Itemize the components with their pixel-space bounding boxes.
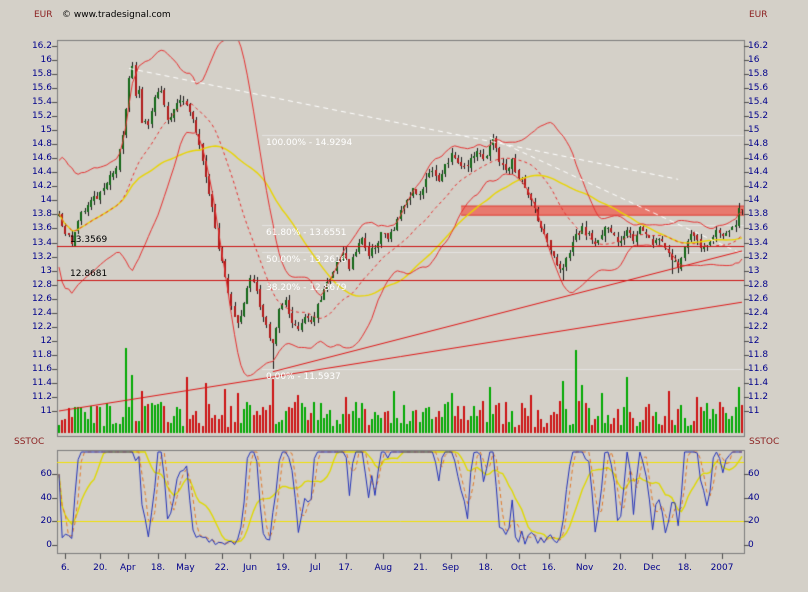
price-axis-label-left: 12	[40, 335, 52, 346]
price-axis-label-right: 16	[748, 55, 760, 66]
price-axis-label-right: 11	[748, 405, 760, 416]
price-axis-label-left: 13	[40, 265, 52, 276]
price-axis-label-left: 11.2	[31, 391, 52, 402]
time-axis-label: 18.	[677, 563, 693, 573]
fib-level-label: 100.00% - 14.9294	[266, 138, 353, 149]
price-axis-label-left: 14.2	[31, 181, 52, 192]
price-axis-label-right: 11.2	[748, 391, 769, 402]
price-axis-label-right: 15.2	[748, 111, 769, 122]
price-axis-label-right: 15.8	[748, 69, 769, 80]
time-axis-label: 18.	[478, 563, 493, 573]
price-axis-label-left: 15.8	[31, 69, 52, 80]
time-axis-label: Aug	[374, 563, 393, 573]
time-axis-label: 21.	[413, 563, 428, 573]
stochastic-axis-label-right: 60	[748, 468, 760, 479]
support-level-label: 13.3569	[70, 234, 108, 245]
price-axis-label-right: 11.8	[748, 349, 769, 360]
price-axis-label-left: 13.6	[31, 223, 52, 234]
price-axis-currency-left: EUR	[34, 10, 53, 20]
price-axis-label-right: 12	[748, 335, 760, 346]
price-axis-label-left: 12.6	[31, 293, 52, 304]
time-axis-label: Dec	[643, 563, 661, 573]
stochastic-axis-label-left: 40	[40, 492, 52, 503]
price-axis-label-left: 14	[40, 195, 52, 206]
price-axis-label-right: 12.2	[748, 321, 769, 332]
stochastic-axis-label-left: 60	[40, 468, 52, 479]
time-axis-label: Jul	[309, 563, 321, 573]
price-axis-label-left: 13.2	[31, 251, 52, 262]
time-axis-label: 2007	[710, 563, 734, 573]
time-axis-label: 22.	[214, 563, 230, 573]
time-axis-label: Jun	[243, 563, 258, 573]
price-axis-label-left: 15.6	[31, 83, 52, 94]
price-axis-label-right: 15.6	[748, 83, 769, 94]
stochastic-panel-label-right: SSTOC	[749, 437, 780, 447]
time-axis-label: 6.	[60, 563, 70, 573]
price-axis-label-right: 13	[748, 265, 760, 276]
price-axis-label-left: 11.4	[31, 377, 52, 388]
price-axis-label-left: 11	[40, 405, 52, 416]
support-level-label: 12.8681	[70, 268, 108, 279]
price-axis-label-right: 15.4	[748, 97, 769, 108]
price-axis-label-left: 16.2	[31, 41, 52, 51]
price-axis-label-right: 13.8	[748, 209, 769, 220]
fib-level-label: 50.00% - 13.2616	[266, 255, 347, 266]
price-axis-label-right: 13.6	[748, 223, 769, 234]
price-axis-label-right: 14.4	[748, 167, 769, 178]
price-axis-label-left: 11.8	[31, 349, 52, 360]
price-axis-label-left: 12.4	[31, 307, 52, 318]
fib-level-label: 61.80% - 13.6551	[266, 227, 347, 238]
time-axis-label: Nov	[575, 563, 594, 573]
fib-level-label: 38.20% - 12.8679	[266, 282, 347, 293]
fib-level-label: 0.00% - 11.5937	[266, 372, 341, 383]
stochastic-axis-label-right: 40	[748, 492, 760, 503]
price-axis-label-right: 13.2	[748, 251, 769, 262]
price-axis-label-left: 11.6	[31, 363, 52, 374]
copyright-notice: © www.tradesignal.com	[62, 10, 171, 20]
price-axis-label-right: 14.8	[748, 139, 769, 150]
price-axis-currency-right: EUR	[749, 10, 768, 20]
time-axis-label: 16.	[541, 563, 557, 573]
time-axis-label: Sep	[442, 563, 460, 573]
price-axis-label-right: 11.6	[748, 363, 769, 374]
stochastic-axis-label-left: 20	[40, 516, 52, 527]
stochastic-axis-label-right: 20	[748, 516, 760, 527]
time-axis-label: 18.	[150, 563, 166, 573]
price-axis-label-right: 14.2	[748, 181, 769, 192]
price-axis-label-left: 15	[40, 125, 52, 136]
time-axis-label: 20.	[93, 563, 108, 573]
time-axis-label: 20.	[612, 563, 627, 573]
price-axis-label-right: 12.4	[748, 307, 769, 318]
price-axis-label-right: 14	[748, 195, 760, 206]
price-axis-label-left: 13.4	[31, 237, 52, 248]
price-axis-label-left: 12.2	[31, 321, 52, 332]
time-axis-label: May	[176, 563, 195, 573]
price-axis-label-right: 12.8	[748, 279, 769, 290]
stochastic-panel-label-left: SSTOC	[14, 437, 45, 447]
price-axis-label-left: 14.4	[31, 167, 52, 178]
time-axis-label: 19.	[275, 563, 291, 573]
price-axis-label-right: 15	[748, 125, 760, 136]
price-axis-label-left: 15.4	[31, 97, 52, 108]
time-axis-label: 17.	[338, 563, 353, 573]
price-axis-label-left: 15.2	[31, 111, 52, 122]
time-axis-label: Oct	[510, 563, 527, 573]
price-axis-label-left: 12.8	[31, 279, 52, 290]
price-axis-label-left: 16	[40, 55, 52, 66]
stochastic-axis-label-left: 0	[46, 540, 52, 550]
price-axis-label-right: 16.2	[748, 41, 769, 51]
price-axis-label-right: 12.6	[748, 293, 769, 304]
price-axis-label-right: 11.4	[748, 377, 769, 388]
price-axis-label-left: 13.8	[31, 209, 52, 220]
price-axis-label-left: 14.6	[31, 153, 52, 164]
price-axis-label-left: 14.8	[31, 139, 52, 150]
price-axis-label-right: 14.6	[748, 153, 769, 164]
time-axis-label: Apr	[119, 563, 136, 573]
stochastic-axis-label-right: 0	[748, 540, 754, 550]
price-axis-label-right: 13.4	[748, 237, 769, 248]
